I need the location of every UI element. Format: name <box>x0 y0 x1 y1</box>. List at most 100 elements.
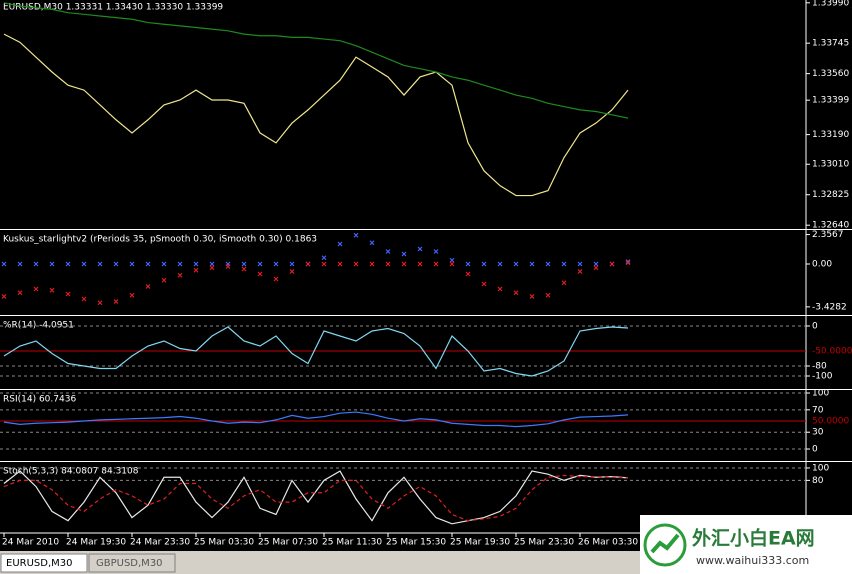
cross-mark <box>385 261 391 267</box>
cross-mark <box>561 261 567 267</box>
cross-mark <box>209 261 215 267</box>
cross-mark <box>193 267 199 273</box>
cross-mark <box>545 261 551 267</box>
cross-mark <box>193 261 199 267</box>
chart-background <box>0 0 852 551</box>
cross-mark <box>273 261 279 267</box>
x-tick-label: 25 Mar 23:30 <box>514 538 574 548</box>
cross-mark <box>81 296 87 302</box>
cross-mark <box>241 261 247 267</box>
cross-mark <box>625 259 631 265</box>
cross-mark <box>49 287 55 293</box>
cross-mark <box>449 261 455 267</box>
cross-mark <box>289 269 295 274</box>
cross-mark <box>145 284 151 289</box>
tab-active[interactable] <box>0 553 88 573</box>
panel-title: EURUSD,M30 1.33331 1.33430 1.33330 1.333… <box>3 3 223 13</box>
cross-mark <box>97 300 103 306</box>
cross-mark <box>609 261 615 267</box>
cross-mark <box>481 281 487 287</box>
cross-mark <box>433 249 439 254</box>
series-line <box>3 326 629 377</box>
series-line <box>3 470 629 525</box>
cross-mark <box>465 271 471 277</box>
cross-mark <box>513 290 519 296</box>
cross-mark <box>369 261 375 267</box>
tab-bar <box>0 552 852 574</box>
y-tick-label: 2.3567 <box>812 230 844 240</box>
cross-mark <box>273 276 279 282</box>
cross-mark <box>161 261 167 267</box>
cross-mark <box>369 240 375 246</box>
cross-mark <box>577 261 583 267</box>
panel-title: Stoch(5,3,3) 84.0807 84.3108 <box>3 467 139 477</box>
y-tick-label: -3.4282 <box>812 302 847 312</box>
cross-mark <box>305 261 311 267</box>
x-tick-label: 25 Mar 15:30 <box>386 538 446 548</box>
cross-mark <box>545 292 551 298</box>
y-tick-label: -100 <box>812 372 833 382</box>
y-tick-label: 100 <box>812 389 829 399</box>
x-tick-label: 24 Mar 23:30 <box>130 538 190 548</box>
y-tick-label: 1.32825 <box>812 190 849 200</box>
cross-mark <box>529 261 535 267</box>
y-tick-label: 70 <box>812 405 824 415</box>
series-line <box>3 411 629 428</box>
tab-label[interactable]: GBPUSD,M30 <box>96 558 163 569</box>
series-line <box>3 2 629 119</box>
x-tick-label: 24 Mar 2010 <box>2 538 59 548</box>
cross-mark <box>129 261 135 267</box>
cross-mark <box>81 261 87 267</box>
y-tick-label: 0.00 <box>812 260 832 270</box>
cross-mark <box>593 261 599 267</box>
cross-mark <box>177 272 183 278</box>
series-line <box>3 474 629 522</box>
cross-mark <box>593 265 599 271</box>
level-label: -50.0000 <box>812 347 852 357</box>
y-tick-label: 80 <box>812 476 824 486</box>
x-tick-label: 25 Mar 07:30 <box>258 538 318 548</box>
cross-mark <box>561 280 567 286</box>
cross-mark <box>417 246 423 252</box>
y-tick-label: 0 <box>812 322 818 332</box>
cross-mark <box>337 261 343 267</box>
cross-mark <box>65 291 71 297</box>
cross-mark <box>1 294 7 299</box>
level-label: 50.0000 <box>812 417 849 427</box>
y-tick-label: 1.33399 <box>812 96 849 106</box>
cross-mark <box>321 261 327 267</box>
cross-mark <box>241 266 247 272</box>
cross-mark <box>577 269 583 274</box>
cross-mark <box>161 277 167 283</box>
y-tick-label: 1.33010 <box>812 160 849 170</box>
cross-mark <box>97 261 103 267</box>
tab[interactable] <box>88 553 176 573</box>
cross-mark <box>497 261 503 267</box>
cross-mark <box>113 299 119 304</box>
cross-mark <box>353 261 359 267</box>
cross-mark <box>433 261 439 267</box>
cross-mark <box>17 290 23 296</box>
cross-mark <box>177 261 183 267</box>
cross-mark <box>481 261 487 267</box>
cross-mark <box>465 261 471 267</box>
cross-mark <box>529 294 535 299</box>
cross-mark <box>417 261 423 267</box>
cross-mark <box>337 241 343 247</box>
series-line <box>3 33 629 197</box>
cross-mark <box>113 261 119 267</box>
y-tick-label: 0 <box>812 445 818 455</box>
cross-mark <box>385 249 391 254</box>
y-tick-label: 1.33745 <box>812 39 849 49</box>
cross-mark <box>33 286 39 292</box>
tab-label[interactable]: EURUSD,M30 <box>6 558 72 569</box>
cross-mark <box>145 261 151 267</box>
x-tick-label: 24 Mar 19:30 <box>66 538 126 548</box>
x-tick-label: 25 Mar 03:30 <box>194 538 254 548</box>
cross-mark <box>1 261 7 267</box>
cross-mark <box>625 260 631 266</box>
x-tick-label: 25 Mar 11:30 <box>322 538 382 548</box>
cross-mark <box>289 261 295 267</box>
y-tick-label: 100 <box>812 463 829 473</box>
